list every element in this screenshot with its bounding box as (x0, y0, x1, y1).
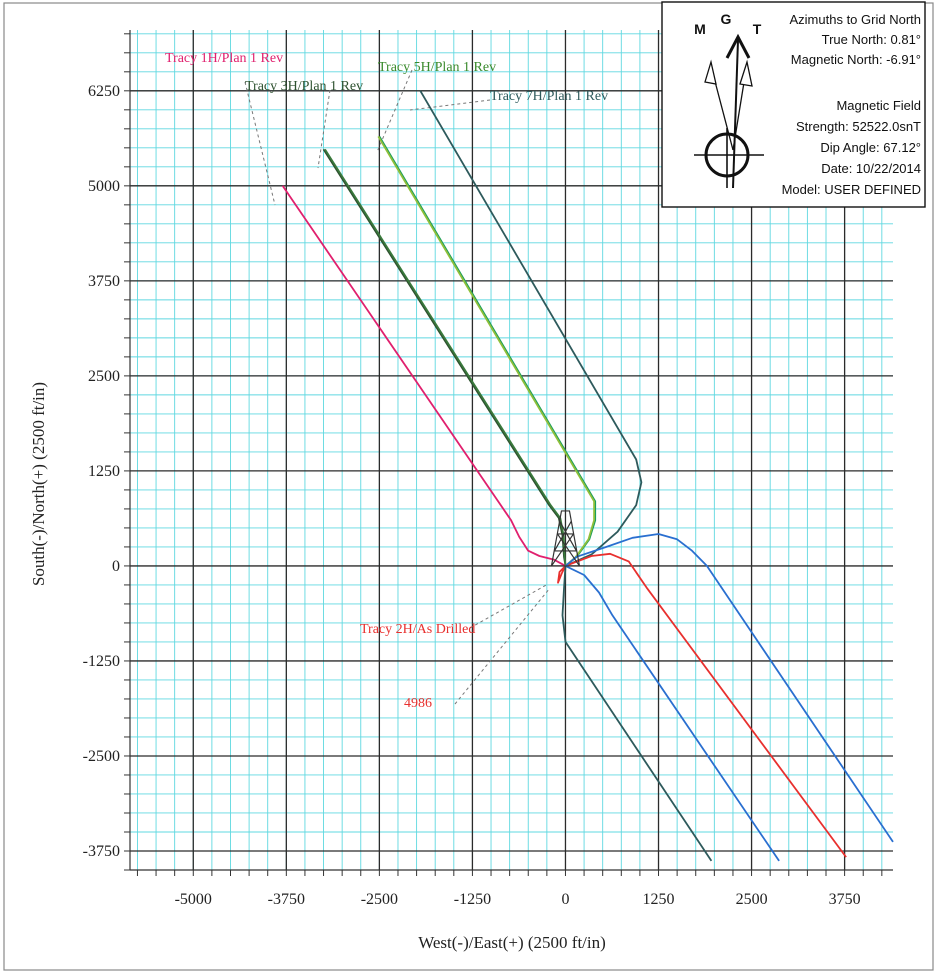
x-tick-label: 3750 (829, 891, 861, 908)
true-north-value: True North: 0.81° (822, 32, 921, 47)
azimuths-heading: Azimuths to Grid North (790, 12, 922, 27)
y-tick-label: 1250 (88, 463, 120, 480)
y-tick-label: 2500 (88, 368, 120, 385)
wellbore-path-3 (324, 148, 567, 566)
leader-line (469, 583, 549, 629)
model-value: Model: USER DEFINED (782, 182, 921, 197)
y-axis-tick-labels: 6250 5000 3750 2500 1250 0 -1250 -2500 -3750 (83, 83, 120, 860)
leader-line (409, 99, 491, 111)
survey-date-value: Date: 10/22/2014 (821, 161, 921, 176)
y-tick-label: 3750 (88, 273, 120, 290)
wellbore-path-1 (281, 185, 566, 567)
y-tick-label: -2500 (83, 748, 120, 765)
y-tick-label: -3750 (83, 843, 120, 860)
y-tick-label: 5000 (88, 178, 120, 195)
label-leader-lines (244, 69, 551, 705)
dip-angle-value: Dip Angle: 67.12° (820, 140, 921, 155)
y-tick-label: 6250 (88, 83, 120, 100)
true-north-marker: T (753, 21, 762, 37)
x-tick-label: 0 (561, 891, 569, 908)
leader-line (317, 89, 331, 169)
wellbore-path-8 (564, 533, 894, 843)
well-label: 4986 (404, 696, 432, 711)
well-label: Tracy 2H/As Drilled (360, 622, 475, 637)
info-box-frame (661, 1, 926, 208)
rig-structure (547, 510, 584, 567)
well-labels: Tracy 1H/Plan 1 Rev Tracy 3H/Plan 1 Rev Tr… (165, 51, 608, 711)
leader-line (454, 587, 551, 705)
well-label: Tracy 1H/Plan 1 Rev (165, 51, 283, 66)
x-tick-label: -3750 (268, 891, 305, 908)
x-tick-label: -2500 (361, 891, 398, 908)
leader-line (376, 69, 413, 153)
grid-north-marker: G (721, 11, 732, 27)
x-axis-title: West(-)/East(+) (2500 ft/in) (418, 933, 606, 952)
wellbore-path-9 (565, 565, 780, 862)
y-axis-title: South(-)/North(+) (2500 ft/in) (29, 382, 48, 586)
magnetic-north-marker: M (694, 21, 706, 37)
north-arrow-icon (694, 33, 764, 189)
field-strength-value: Strength: 52522.0snT (796, 119, 921, 134)
plan-view-plot: -5000 -3750 -2500 -1250 0 1250 2500 3750 6250 50… (83, 30, 894, 908)
x-tick-label: -1250 (454, 891, 491, 908)
x-tick-label: -5000 (175, 891, 212, 908)
axis-ticks (124, 33, 883, 876)
x-axis-tick-labels: -5000 -3750 -2500 -1250 0 1250 2500 3750 (175, 891, 861, 908)
y-tick-label: 0 (112, 558, 120, 575)
drilling-rig-icon (547, 510, 584, 567)
x-tick-label: 2500 (736, 891, 768, 908)
wellbore-path-10 (561, 565, 713, 862)
y-tick-label: -1250 (83, 653, 120, 670)
wellbore-path-6 (419, 90, 643, 567)
well-label: Tracy 5H/Plan 1 Rev (378, 60, 496, 75)
plot-frame (129, 30, 893, 871)
well-label: Tracy 3H/Plan 1 Rev (245, 79, 363, 94)
magnetic-north-value: Magnetic North: -6.91° (791, 52, 921, 67)
north-arrow-info-box: M G T Azimuths to Grid North True North:… (661, 1, 926, 208)
magnetic-field-heading: Magnetic Field (836, 98, 921, 113)
well-label: Tracy 7H/Plan 1 Rev (490, 89, 608, 104)
x-tick-label: 1250 (643, 891, 675, 908)
outer-frame (3, 2, 934, 971)
